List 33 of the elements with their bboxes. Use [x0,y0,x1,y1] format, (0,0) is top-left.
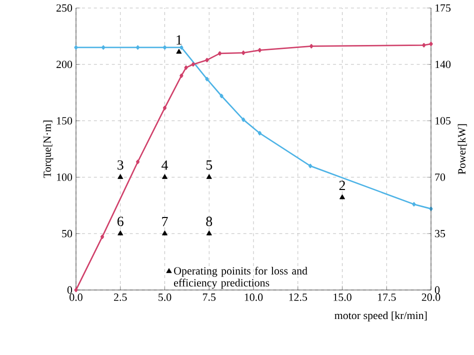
y2-tick-label: 70 [435,174,446,181]
annotation: 8 [206,216,212,226]
annotation: 7 [162,216,168,226]
y2-tick-label: 175 [435,4,451,12]
y-tick-label: 50 [62,230,72,238]
annotation: 2 [339,180,345,190]
x-tick-label: 17.5 [378,294,396,301]
y2-tick-label: 105 [435,117,451,124]
x-tick-label: 7.5 [202,294,216,301]
annotation: 1 [176,35,182,44]
x-tick-label: 12.5 [289,294,308,301]
x-tick-label: 10.0 [244,294,263,301]
annotation: 3 [118,160,124,170]
y-tick-label: 250 [56,4,72,12]
annotation: 4 [162,160,168,170]
x-tick-label: 2.5 [114,294,127,301]
annotation: 6 [117,216,124,226]
x-axis-title: motor speed [kr/min] [334,311,427,322]
y2-tick-label: 140 [435,60,451,68]
x-tick-label: 15.0 [334,294,352,301]
y2-tick-label: 35 [435,230,446,238]
x-tick-label: 0.0 [70,294,82,301]
y-tick-label: 0 [67,286,72,294]
y2-axis-title: Power[kW] [458,124,467,174]
legend-label: Operating poinits for loss and efficiency predictions [174,266,308,289]
y-tick-label: 100 [57,174,72,181]
x-tick-label: 5.0 [158,294,172,301]
y2-tick-label: 0 [434,286,440,294]
y-axis-title: Torque[N·m] [43,120,54,178]
x-tick-label: 20.0 [422,294,440,301]
annotation: 5 [206,160,212,170]
y-tick-label: 200 [56,60,72,68]
y-tick-label: 150 [57,117,72,124]
